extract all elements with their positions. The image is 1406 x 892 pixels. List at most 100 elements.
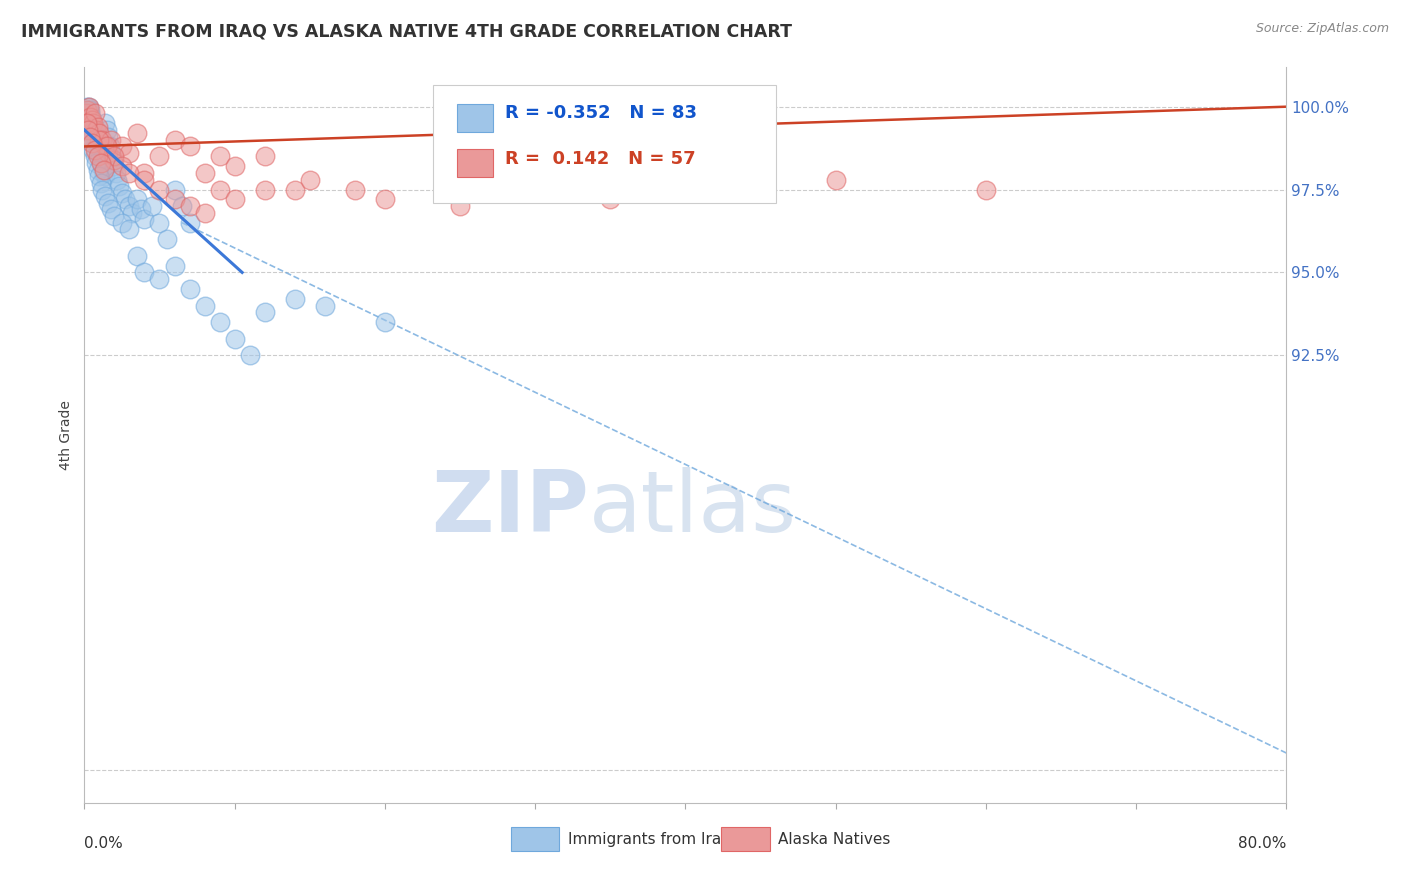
Point [208, 315, 231, 329]
Point [91, 133, 114, 147]
Point [82, 120, 104, 134]
Text: Immigrants from Iraq: Immigrants from Iraq [568, 832, 731, 847]
Point [194, 299, 217, 313]
Point [80, 112, 103, 127]
Point [675, 183, 697, 197]
Point [103, 209, 125, 223]
Point [90, 156, 112, 170]
Point [90, 176, 112, 190]
Point [91, 159, 114, 173]
Point [125, 249, 148, 263]
Point [80, 136, 103, 150]
Point [163, 183, 186, 197]
Point [77, 106, 100, 120]
Point [148, 216, 170, 230]
Point [134, 265, 156, 279]
Bar [457, 149, 494, 178]
Point [118, 222, 141, 236]
Point [80, 110, 103, 124]
Bar [512, 827, 560, 851]
Point [77, 120, 100, 134]
Point [82, 116, 104, 130]
Point [103, 153, 125, 167]
Point [253, 149, 276, 163]
Point [97, 129, 120, 144]
Point [83, 126, 105, 140]
Point [93, 169, 115, 184]
Point [87, 143, 110, 157]
Point [156, 232, 179, 246]
Point [224, 193, 246, 207]
Point [83, 123, 105, 137]
Point [86, 136, 108, 150]
Point [89, 126, 111, 140]
Point [83, 143, 105, 157]
Point [80, 112, 103, 127]
Point [118, 166, 141, 180]
Point [134, 212, 156, 227]
Point [86, 123, 108, 137]
Point [179, 199, 201, 213]
Text: ZIP: ZIP [432, 467, 589, 550]
Point [118, 199, 141, 213]
Point [449, 199, 471, 213]
Text: 0.0%: 0.0% [84, 836, 124, 851]
Point [114, 193, 136, 207]
Point [84, 129, 107, 144]
Point [94, 139, 117, 153]
Point [141, 199, 163, 213]
Point [131, 202, 153, 217]
Point [94, 116, 117, 130]
Point [239, 348, 262, 362]
Point [134, 172, 156, 186]
Point [343, 183, 366, 197]
Text: atlas: atlas [589, 467, 797, 550]
Point [93, 166, 115, 180]
Bar [721, 827, 769, 851]
Point [89, 149, 111, 163]
Point [100, 146, 122, 161]
Point [77, 100, 100, 114]
Point [86, 133, 108, 147]
Point [79, 129, 101, 144]
Point [76, 100, 98, 114]
Point [76, 112, 98, 127]
Point [82, 116, 104, 130]
Point [77, 100, 100, 114]
Point [80, 133, 103, 147]
Point [77, 123, 100, 137]
Point [163, 193, 186, 207]
Point [87, 149, 110, 163]
Point [111, 216, 134, 230]
Point [87, 139, 110, 153]
Point [224, 332, 246, 346]
Point [208, 149, 231, 163]
Point [82, 143, 104, 157]
Point [179, 216, 201, 230]
Point [90, 156, 112, 170]
Point [524, 183, 547, 197]
Point [79, 110, 101, 124]
Point [76, 116, 98, 130]
Point [118, 146, 141, 161]
Point [111, 159, 134, 173]
Point [253, 305, 276, 319]
Point [179, 282, 201, 296]
Point [76, 103, 98, 117]
Point [77, 123, 100, 137]
Point [125, 193, 148, 207]
Point [86, 156, 108, 170]
Point [79, 126, 101, 140]
Point [179, 139, 201, 153]
Point [89, 133, 111, 147]
Point [76, 116, 98, 130]
Point [97, 146, 120, 161]
Point [284, 292, 307, 306]
Point [89, 146, 111, 161]
Point [100, 202, 122, 217]
Point [208, 183, 231, 197]
Point [599, 193, 621, 207]
Point [76, 103, 98, 117]
Point [79, 129, 101, 144]
Point [75, 110, 97, 124]
